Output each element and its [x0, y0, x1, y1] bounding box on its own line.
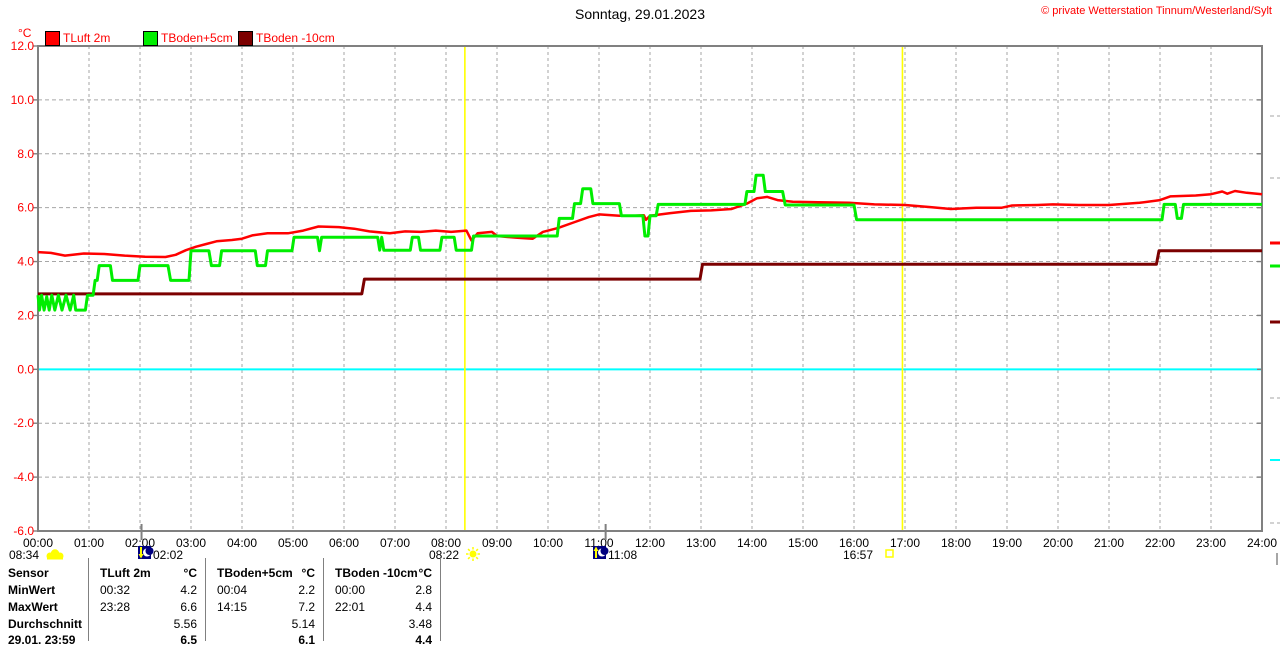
avg-tboden5: 5.14 — [291, 617, 315, 631]
svg-text:04:00: 04:00 — [227, 536, 257, 550]
svg-text:01:00: 01:00 — [74, 536, 104, 550]
svg-text:13:00: 13:00 — [686, 536, 716, 550]
svg-text:18:00: 18:00 — [941, 536, 971, 550]
event-time-11-08: 11:08 — [608, 548, 637, 562]
table-row-minwert: MinWert 00:32 4.2 00:04 2.2 00:00 2.8 — [0, 583, 470, 600]
maxwert-tboden5: 14:15 7.2 — [217, 600, 315, 614]
right-edge-chart-fragment — [1270, 115, 1280, 565]
svg-text:10:00: 10:00 — [533, 536, 563, 550]
svg-text:-6.0: -6.0 — [13, 524, 34, 538]
x-axis-labels: 00:00 01:00 02:00 03:00 04:00 05:00 06:00 07:00… — [23, 536, 1277, 550]
svg-text:06:00: 06:00 — [329, 536, 359, 550]
table-row-durchschnitt: Durchschnitt 5.56 5.14 3.48 — [0, 617, 470, 634]
svg-text:14:00: 14:00 — [737, 536, 767, 550]
minwert-tboden5: 00:04 2.2 — [217, 583, 315, 597]
svg-text:6.0: 6.0 — [17, 201, 34, 215]
table-separator — [88, 558, 89, 641]
event-time-08-22: 08:22 — [429, 548, 459, 562]
svg-text:0.0: 0.0 — [17, 362, 34, 376]
y-axis-unit: °C — [18, 26, 32, 40]
temperature-chart: 00:00 01:00 02:00 03:00 04:00 05:00 06:00 07:00… — [9, 39, 1280, 565]
svg-text:17:00: 17:00 — [890, 536, 920, 550]
svg-text:08:00: 08:00 — [431, 536, 461, 550]
moon-rise-icon — [593, 546, 609, 559]
series-line-tluft-2m — [37, 189, 1263, 259]
avg-tboden10: 3.48 — [408, 617, 432, 631]
table-separator — [323, 558, 324, 641]
sunrise-sun-icon — [466, 547, 480, 561]
event-time-16-57: 16:57 — [843, 548, 873, 562]
current-tboden5: 6.1 — [298, 633, 315, 647]
event-time-02-02: 02:02 — [153, 548, 183, 562]
minwert-tboden10: 00:00 2.8 — [335, 583, 432, 597]
legend-swatch-tboden-5cm-icon — [143, 31, 158, 46]
event-time-08-34: 08:34 — [9, 548, 39, 562]
sun-cloud-icon — [46, 549, 64, 560]
series-line-tboden-10cm — [38, 249, 1262, 296]
maxwert-tluft: 23:28 6.6 — [100, 600, 197, 614]
avg-tluft: 5.56 — [173, 617, 197, 631]
svg-text:16:00: 16:00 — [839, 536, 869, 550]
current-tboden10: 4.4 — [415, 633, 432, 647]
svg-text:24:00: 24:00 — [1247, 536, 1277, 550]
series-line-tboden-5cm — [36, 173, 1262, 312]
svg-text:22:00: 22:00 — [1145, 536, 1175, 550]
svg-text:19:00: 19:00 — [992, 536, 1022, 550]
maxwert-tboden10: 22:01 4.4 — [335, 600, 432, 614]
current-tluft: 6.5 — [180, 633, 197, 647]
table-header-tboden5: TBoden+5cm °C — [217, 566, 315, 580]
legend-label-tluft-2m: TLuft 2m — [63, 31, 111, 45]
minwert-tluft: 00:32 4.2 — [100, 583, 197, 597]
svg-text:4.0: 4.0 — [17, 255, 34, 269]
axis-ticks — [33, 45, 1262, 532]
svg-text:8.0: 8.0 — [17, 147, 34, 161]
table-separator — [205, 558, 206, 641]
table-header-row: Sensor TLuft 2m °C TBoden+5cm °C TBoden … — [0, 566, 470, 583]
legend-label-tboden-5cm: TBoden+5cm — [161, 31, 233, 45]
table-header-tboden10: TBoden -10cm °C — [335, 566, 432, 580]
svg-text:03:00: 03:00 — [176, 536, 206, 550]
plot-border — [37, 45, 1263, 532]
svg-text:15:00: 15:00 — [788, 536, 818, 550]
copyright-note: © private Wetterstation Tinnum/Westerlan… — [1041, 5, 1272, 17]
legend-swatch-tboden-10cm-icon — [238, 31, 253, 46]
legend-swatch-tluft-2m-icon — [45, 31, 60, 46]
svg-text:12:00: 12:00 — [635, 536, 665, 550]
table-header-sensor: Sensor — [8, 566, 49, 580]
stats-table: Sensor TLuft 2m °C TBoden+5cm °C TBoden … — [0, 557, 470, 647]
svg-text:00:00: 00:00 — [23, 536, 53, 550]
svg-text:07:00: 07:00 — [380, 536, 410, 550]
svg-text:-2.0: -2.0 — [13, 416, 34, 430]
svg-text:09:00: 09:00 — [482, 536, 512, 550]
table-row-current: 29.01. 23:59 6.5 6.1 4.4 — [0, 633, 470, 650]
grid-lines — [38, 46, 1262, 531]
table-header-tluft: TLuft 2m °C — [100, 566, 197, 580]
svg-text:12.0: 12.0 — [11, 39, 35, 53]
svg-text:10.0: 10.0 — [11, 93, 35, 107]
sun-moon-markers: 08:34 02:02 08:22 11:08 16:57 — [9, 524, 894, 562]
svg-text:-4.0: -4.0 — [13, 470, 34, 484]
svg-text:20:00: 20:00 — [1043, 536, 1073, 550]
chart-legend: TLuft 2m TBoden+5cm TBoden -10cm — [0, 30, 420, 46]
legend-label-tboden-10cm: TBoden -10cm — [256, 31, 335, 45]
svg-text:21:00: 21:00 — [1094, 536, 1124, 550]
svg-text:2.0: 2.0 — [17, 308, 34, 322]
moon-set-icon — [138, 546, 154, 559]
y-axis-labels: 12.0 10.0 8.0 6.0 4.0 2.0 0.0 -2.0 -4.0 -6.0 — [11, 39, 35, 538]
table-separator — [440, 558, 441, 641]
svg-text:23:00: 23:00 — [1196, 536, 1226, 550]
page-title: Sonntag, 29.01.2023 — [574, 6, 705, 22]
svg-text:05:00: 05:00 — [278, 536, 308, 550]
sunset-square-icon — [885, 549, 894, 558]
table-row-maxwert: MaxWert 23:28 6.6 14:15 7.2 22:01 4.4 — [0, 600, 470, 617]
